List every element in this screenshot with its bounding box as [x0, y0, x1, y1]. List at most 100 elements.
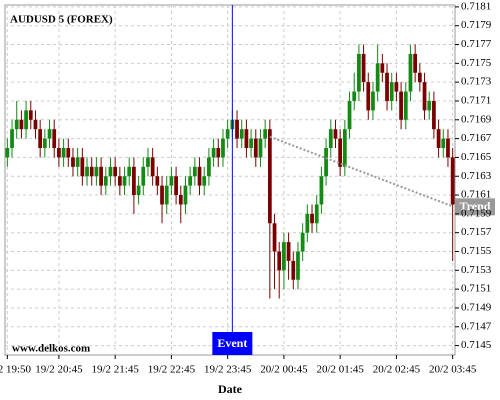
candle-body: [103, 176, 108, 186]
y-tick-label: 0.7153: [461, 264, 492, 276]
candle-body: [394, 82, 399, 92]
candle-body: [446, 138, 450, 158]
candle-body: [225, 129, 230, 139]
candle-body: [75, 157, 80, 167]
trend-label: Trend: [460, 199, 491, 213]
candle-body: [244, 129, 249, 149]
candle-body: [94, 166, 99, 177]
x-tick-label: 20/2 02:45: [373, 364, 421, 376]
y-tick-label: 0.7175: [461, 57, 492, 69]
y-tick-label: 0.7159: [461, 207, 492, 219]
candle-body: [71, 157, 75, 167]
candle-body: [192, 166, 197, 177]
candle-body: [314, 204, 319, 224]
candle-body: [389, 82, 394, 101]
y-tick-label: 0.7181: [461, 0, 491, 12]
candle-body: [366, 82, 371, 111]
y-tick-label: 0.7161: [461, 189, 491, 201]
x-tick-label: 20/2 00:45: [260, 364, 308, 376]
candle-body: [33, 119, 38, 130]
candle-body: [371, 91, 375, 111]
x-axis-label: Date: [218, 382, 243, 396]
candle-body: [399, 91, 403, 120]
x-tick-label: 20/2 01:45: [316, 364, 364, 376]
candle-body: [235, 119, 239, 139]
candle-body: [432, 100, 436, 130]
candle-body: [450, 157, 455, 205]
x-tick-label: 19/2 22:45: [148, 364, 196, 376]
candle-body: [146, 157, 150, 167]
candle-body: [122, 176, 127, 186]
candle-body: [14, 119, 19, 130]
y-tick-label: 0.7155: [461, 245, 492, 257]
candle-body: [272, 223, 277, 252]
candle-body: [357, 53, 361, 92]
candle-body: [441, 138, 446, 149]
candle-body: [108, 166, 113, 177]
candle-body: [319, 176, 324, 205]
trend-box: [455, 198, 495, 216]
candle-body: [5, 148, 10, 158]
x-tick-label: 19/2 20:45: [35, 364, 83, 376]
candle-body: [24, 110, 28, 130]
candle-body: [258, 138, 263, 158]
candle-body: [282, 242, 286, 271]
candle-body: [310, 213, 314, 224]
candle-body: [216, 148, 221, 158]
y-tick-label: 0.7165: [461, 151, 492, 163]
candle-body: [333, 129, 338, 139]
candle-body: [408, 53, 413, 92]
candle-body: [132, 166, 136, 196]
event-label: Event: [217, 336, 247, 350]
candle-body: [375, 63, 380, 92]
y-tick-label: 0.7151: [461, 283, 491, 295]
candle-body: [127, 166, 132, 177]
candle-body: [207, 157, 211, 177]
y-tick-label: 0.7179: [461, 19, 492, 31]
candle-body: [99, 166, 103, 186]
candle-body: [277, 251, 282, 271]
y-tick-label: 0.7171: [461, 94, 491, 106]
candle-body: [300, 232, 305, 252]
candle-body: [113, 166, 118, 177]
candle-body: [10, 129, 14, 149]
candle-body: [361, 53, 366, 83]
candle-body: [422, 82, 427, 111]
candle-body: [155, 176, 160, 186]
candle-body: [221, 138, 225, 158]
candle-body: [47, 129, 52, 139]
candle-body: [57, 148, 61, 158]
candle-body: [52, 129, 57, 149]
candle-body: [188, 176, 193, 186]
candle-body: [164, 185, 169, 205]
candle-body: [89, 166, 94, 177]
candle-body: [183, 185, 188, 205]
candle-body: [61, 148, 66, 158]
candle-body: [347, 100, 352, 130]
candle-body: [385, 72, 389, 101]
candle-body: [141, 166, 146, 186]
candle-body: [28, 110, 33, 120]
event-box: [212, 332, 253, 355]
candle-body: [249, 138, 253, 149]
candle-body: [305, 213, 310, 233]
candle-body: [253, 138, 258, 158]
annotation: www.delkos.com: [12, 343, 90, 355]
candle-body: [328, 129, 333, 149]
x-tick-label: 19/2 19:50: [0, 364, 32, 376]
trend-line: [269, 135, 454, 208]
candle-body: [342, 129, 347, 167]
x-tick-label: 19/2 21:45: [91, 364, 139, 376]
y-tick-label: 0.7173: [461, 76, 492, 88]
candle-body: [38, 129, 43, 149]
candle-body: [174, 176, 178, 196]
candle-body: [178, 195, 183, 205]
y-tick-label: 0.7147: [461, 320, 492, 332]
candle-body: [239, 129, 244, 139]
candle-body: [197, 166, 202, 186]
candle-body: [324, 148, 328, 177]
candle-body: [202, 176, 207, 186]
candle-body: [413, 53, 418, 73]
candle-body: [417, 72, 422, 83]
